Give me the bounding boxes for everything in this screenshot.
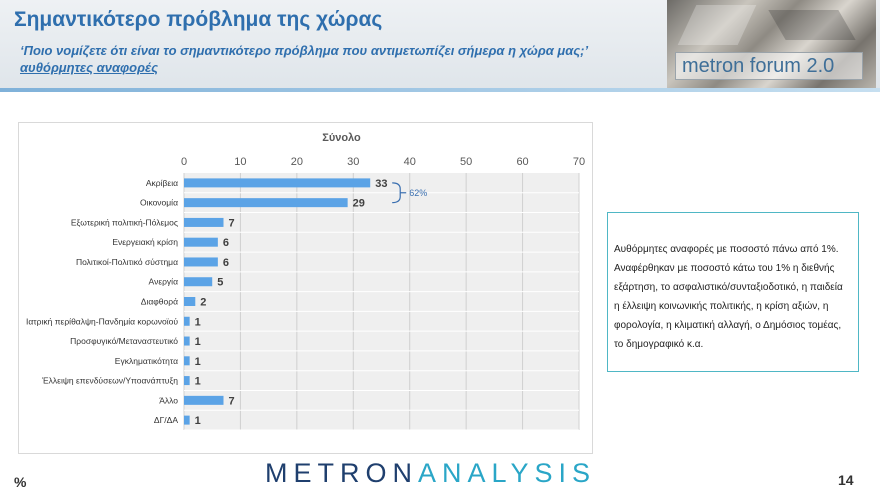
bar bbox=[184, 297, 196, 306]
data-label: 5 bbox=[217, 277, 223, 289]
category-label: Ιατρική περίθαλψη-Πανδημία κορωνοϊού bbox=[26, 316, 178, 326]
category-label: ΔΓ/ΔΑ bbox=[154, 415, 178, 425]
x-tick-label: 10 bbox=[234, 156, 246, 168]
bar bbox=[184, 178, 371, 188]
plot-area bbox=[184, 173, 579, 430]
x-tick-label: 60 bbox=[516, 156, 528, 168]
note-text: Αυθόρμητες αναφορές με ποσοστό πάνω από … bbox=[614, 244, 843, 350]
page-number: 14 bbox=[838, 472, 854, 488]
group-annotation: 62% bbox=[409, 188, 427, 198]
glass-shard-decoration bbox=[768, 10, 856, 40]
category-label: Ακρίβεια bbox=[146, 178, 178, 188]
category-label: Ανεργία bbox=[149, 277, 179, 287]
bar bbox=[184, 198, 348, 208]
chart-title: Σύνολο bbox=[322, 132, 361, 144]
data-label: 29 bbox=[353, 198, 365, 210]
bar bbox=[184, 336, 190, 346]
question-subtitle: ‘Ποιο νομίζετε ότι είναι το σημαντικότερ… bbox=[20, 43, 589, 58]
bar bbox=[184, 237, 218, 247]
x-tick-label: 0 bbox=[181, 156, 187, 168]
category-label: Ενεργειακή κρίση bbox=[112, 237, 178, 247]
data-label: 33 bbox=[375, 178, 387, 190]
data-label: 1 bbox=[195, 376, 201, 388]
x-tick-label: 50 bbox=[460, 156, 472, 168]
bar bbox=[184, 277, 213, 287]
bar bbox=[184, 217, 224, 227]
data-label: 6 bbox=[223, 237, 229, 249]
data-label: 7 bbox=[229, 217, 235, 229]
percent-sign: % bbox=[14, 474, 27, 490]
glass-shard-decoration bbox=[677, 5, 757, 45]
logo-metron: METRON bbox=[265, 458, 418, 488]
bar-chart: Σύνολο 0 10 20 30 40 50 60 70 Ακρίβεια 33 Οικονομία… bbox=[26, 132, 585, 431]
category-label: Πολιτικοί-Πολιτικό σύστημα bbox=[76, 257, 178, 267]
x-tick-label: 30 bbox=[347, 156, 359, 168]
category-label: Εξωτερική πολιτική-Πόλεμος bbox=[71, 217, 178, 227]
x-tick-label: 20 bbox=[291, 156, 303, 168]
data-label: 1 bbox=[195, 356, 201, 368]
chart-container: Σύνολο 0 10 20 30 40 50 60 70 Ακρίβεια 33 Οικονομία… bbox=[18, 122, 593, 454]
category-label: Εγκληματικότητα bbox=[115, 356, 178, 366]
bar bbox=[184, 316, 190, 326]
metron-forum-logo: metron forum 2.0 bbox=[667, 0, 876, 88]
bar bbox=[184, 395, 224, 405]
page-title: Σημαντικότερο πρόβλημα της χώρας bbox=[14, 8, 383, 31]
data-label: 1 bbox=[195, 336, 201, 348]
data-label: 1 bbox=[195, 316, 201, 328]
category-label: Οικονομία bbox=[140, 198, 178, 208]
header-divider bbox=[0, 88, 880, 92]
data-label: 2 bbox=[200, 297, 206, 309]
x-tick-label: 40 bbox=[404, 156, 416, 168]
data-label: 1 bbox=[195, 415, 201, 427]
x-tick-label: 70 bbox=[573, 156, 585, 168]
category-label: Προσφυγικό/Μεταναστευτικό bbox=[70, 336, 178, 346]
category-label: Διαφθορά bbox=[141, 297, 178, 307]
category-label: Έλλειψη επενδύσεων/Υποανάπτυξη bbox=[41, 376, 178, 386]
category-label: Άλλο bbox=[159, 395, 178, 405]
bar bbox=[184, 415, 190, 425]
metron-analysis-logo: METRONANALYSIS bbox=[265, 458, 596, 489]
response-type-subtitle: αυθόρμητες αναφορές bbox=[20, 60, 159, 75]
bar bbox=[184, 356, 190, 366]
bar bbox=[184, 257, 218, 267]
bar bbox=[184, 376, 190, 386]
logo-analysis: ANALYSIS bbox=[418, 458, 597, 488]
data-label: 7 bbox=[229, 395, 235, 407]
metron-forum-label: metron forum 2.0 bbox=[675, 52, 863, 80]
group-bracket bbox=[392, 182, 401, 204]
note-box: Αυθόρμητες αναφορές με ποσοστό πάνω από … bbox=[607, 212, 859, 372]
data-label: 6 bbox=[223, 257, 229, 269]
